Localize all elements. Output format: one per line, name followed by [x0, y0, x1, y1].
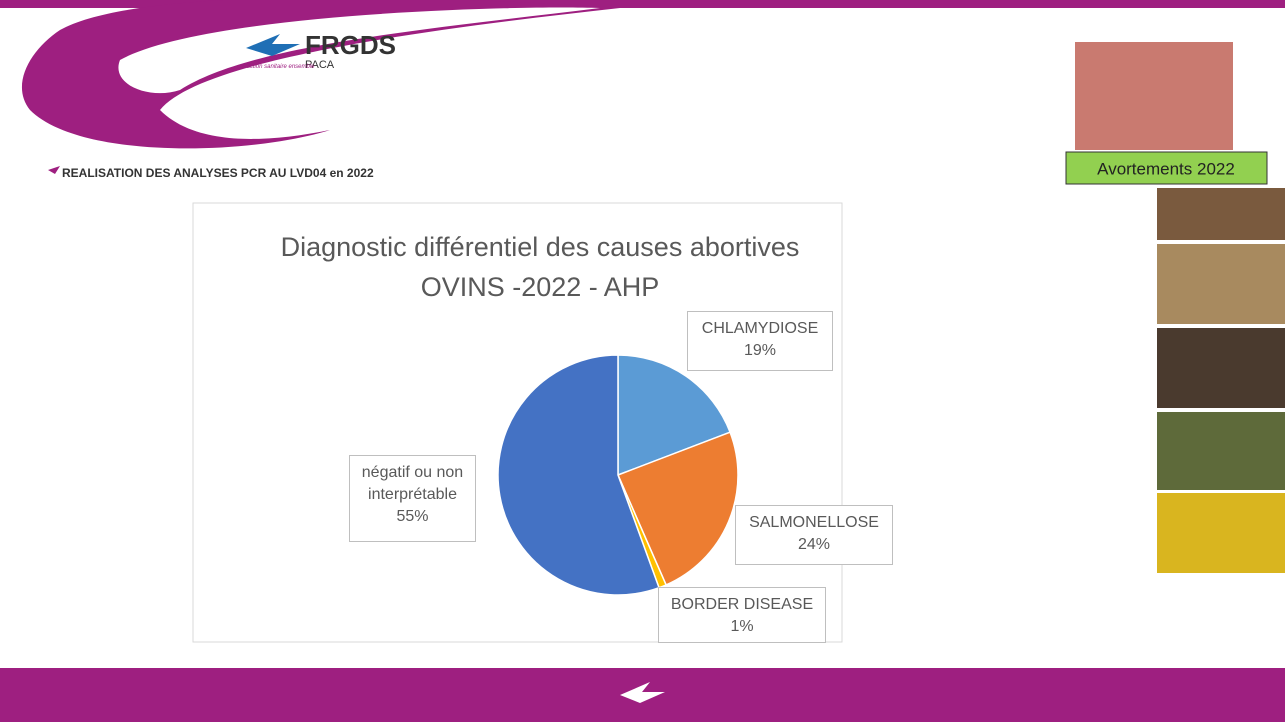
- photo: [1157, 412, 1285, 490]
- category: SALMONELLOSE: [744, 512, 884, 534]
- category: CHLAMYDIOSE: [696, 318, 824, 340]
- chart-subtitle: OVINS -2022 - AHP: [421, 272, 660, 302]
- bullet-arrow: [48, 166, 60, 174]
- photo: [1157, 493, 1285, 573]
- value-label: 24%: [744, 534, 884, 556]
- value-label: 55%: [358, 506, 467, 528]
- slide-graphics: FRGDS PACA L'action sanitaire ensemble R…: [0, 0, 1285, 722]
- pie: [498, 355, 738, 595]
- heading: REALISATION DES ANALYSES PCR AU LVD04 en…: [62, 166, 374, 180]
- chart-title: Diagnostic différentiel des causes abort…: [281, 232, 800, 262]
- slide: FRGDS PACA L'action sanitaire ensemble R…: [0, 0, 1285, 722]
- photo: [1157, 188, 1285, 240]
- logo-tagline: L'action sanitaire ensemble: [242, 64, 315, 70]
- photo: [1157, 328, 1285, 408]
- logo-name: FRGDS: [305, 30, 396, 60]
- value-label: 19%: [696, 340, 824, 362]
- badge: Avortements 2022: [1097, 159, 1235, 178]
- category: BORDER DISEASE: [667, 594, 817, 616]
- value-label: 1%: [667, 616, 817, 638]
- category: négatif ou non interprétable: [358, 462, 467, 506]
- photo: [1157, 244, 1285, 324]
- photo: [1075, 42, 1233, 150]
